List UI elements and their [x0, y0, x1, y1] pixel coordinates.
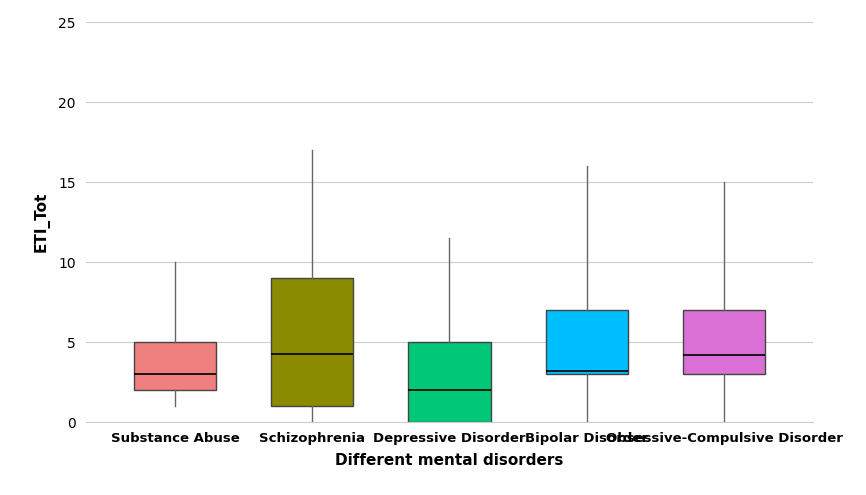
PathPatch shape — [271, 278, 353, 406]
PathPatch shape — [408, 343, 491, 422]
PathPatch shape — [682, 310, 766, 374]
Y-axis label: ETI_Tot: ETI_Tot — [34, 192, 50, 252]
X-axis label: Different mental disorders: Different mental disorders — [335, 453, 564, 468]
PathPatch shape — [133, 343, 216, 391]
PathPatch shape — [546, 310, 628, 374]
